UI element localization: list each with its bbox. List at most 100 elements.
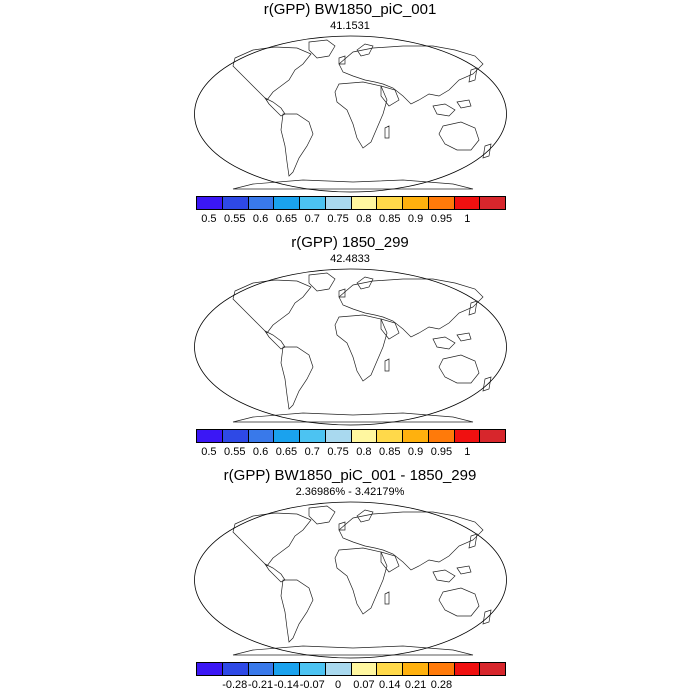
- grid-cell: [428, 169, 433, 174]
- grid-cell: [328, 382, 333, 387]
- grid-cell: [258, 69, 263, 74]
- grid-cell: [443, 99, 448, 104]
- grid-cell: [438, 535, 443, 540]
- grid-cell: [238, 515, 243, 520]
- grid-cell: [458, 109, 463, 114]
- grid-cell: [403, 79, 408, 84]
- grid-cell: [458, 362, 463, 367]
- grid-cell: [433, 525, 438, 530]
- grid-cell: [368, 506, 373, 510]
- grid-cell: [343, 372, 348, 377]
- grid-cell: [223, 277, 228, 282]
- grid-cell: [393, 422, 398, 427]
- grid-cell: [388, 412, 393, 417]
- grid-cell: [393, 267, 398, 272]
- grid-cell: [208, 189, 213, 194]
- grid-cell: [338, 273, 343, 277]
- grid-cell: [258, 129, 263, 134]
- grid-cell: [208, 134, 213, 139]
- grid-cell: [498, 505, 503, 510]
- grid-cell: [268, 124, 273, 129]
- grid-cell: [278, 164, 283, 169]
- grid-cell: [463, 506, 468, 510]
- grid-cell: [358, 506, 363, 510]
- grid-cell: [438, 287, 443, 292]
- grid-cell: [283, 352, 288, 357]
- grid-cell: [293, 422, 298, 427]
- grid-cell: [368, 129, 373, 134]
- grid-cell: [503, 382, 508, 387]
- grid-cell: [453, 159, 458, 164]
- grid-cell: [308, 550, 313, 555]
- grid-cell: [458, 392, 463, 397]
- grid-cell: [283, 287, 288, 292]
- grid-cell: [193, 297, 198, 302]
- grid-cell: [228, 515, 233, 520]
- grid-cell: [308, 332, 313, 337]
- grid-cell: [378, 362, 383, 367]
- grid-cell: [223, 59, 228, 64]
- grid-cell: [398, 545, 403, 550]
- grid-cell: [393, 372, 398, 377]
- grid-cell: [328, 64, 333, 69]
- grid-cell: [473, 34, 478, 39]
- grid-cell: [478, 119, 483, 124]
- grid-cell: [223, 139, 228, 144]
- grid-cell: [348, 104, 353, 109]
- grid-cell: [263, 119, 268, 124]
- grid-cell: [208, 342, 213, 347]
- grid-cell: [288, 352, 293, 357]
- grid-cell: [323, 515, 328, 520]
- grid-cell: [503, 59, 508, 64]
- grid-cell: [238, 79, 243, 84]
- grid-cell: [378, 377, 383, 382]
- grid-cell: [463, 535, 468, 540]
- grid-cell: [293, 312, 298, 317]
- grid-cell: [243, 94, 248, 99]
- grid-cell: [338, 149, 343, 154]
- grid-cell: [258, 84, 263, 89]
- grid-cell: [408, 392, 413, 397]
- grid-cell: [388, 89, 393, 94]
- grid-cell: [398, 550, 403, 555]
- grid-cell: [358, 392, 363, 397]
- grid-cell: [368, 40, 373, 44]
- grid-cell: [398, 307, 403, 312]
- grid-cell: [373, 387, 378, 392]
- grid-cell: [473, 352, 478, 357]
- grid-cell: [493, 99, 498, 104]
- grid-cell: [223, 164, 228, 169]
- grid-cell: [428, 109, 433, 114]
- grid-cell: [243, 104, 248, 109]
- grid-cell: [498, 550, 503, 555]
- grid-cell: [428, 367, 433, 372]
- grid-cell: [338, 387, 343, 392]
- grid-cell: [478, 317, 483, 322]
- grid-cell: [363, 392, 368, 397]
- colorbar-box: [274, 197, 300, 209]
- grid-cell: [273, 144, 278, 149]
- grid-cell: [388, 79, 393, 84]
- grid-cell: [468, 84, 473, 89]
- grid-cell: [243, 555, 248, 560]
- grid-cell: [413, 367, 418, 372]
- grid-cell: [463, 174, 468, 179]
- grid-cell: [218, 124, 223, 129]
- grid-cell: [238, 312, 243, 317]
- grid-cell: [343, 34, 348, 39]
- grid-cell: [283, 302, 288, 307]
- grid-cell: [463, 64, 468, 69]
- grid-cell: [458, 94, 463, 99]
- grid-cell: [378, 560, 383, 565]
- grid-cell: [428, 322, 433, 327]
- grid-cell: [263, 302, 268, 307]
- grid-cell: [478, 362, 483, 367]
- grid-cell: [313, 104, 318, 109]
- grid-cell: [263, 407, 268, 412]
- grid-cell: [353, 267, 358, 272]
- grid-cell: [293, 124, 298, 129]
- grid-cell: [228, 104, 233, 109]
- colorbar-box: [222, 197, 249, 209]
- grid-cell: [268, 69, 273, 74]
- grid-cell: [478, 54, 483, 59]
